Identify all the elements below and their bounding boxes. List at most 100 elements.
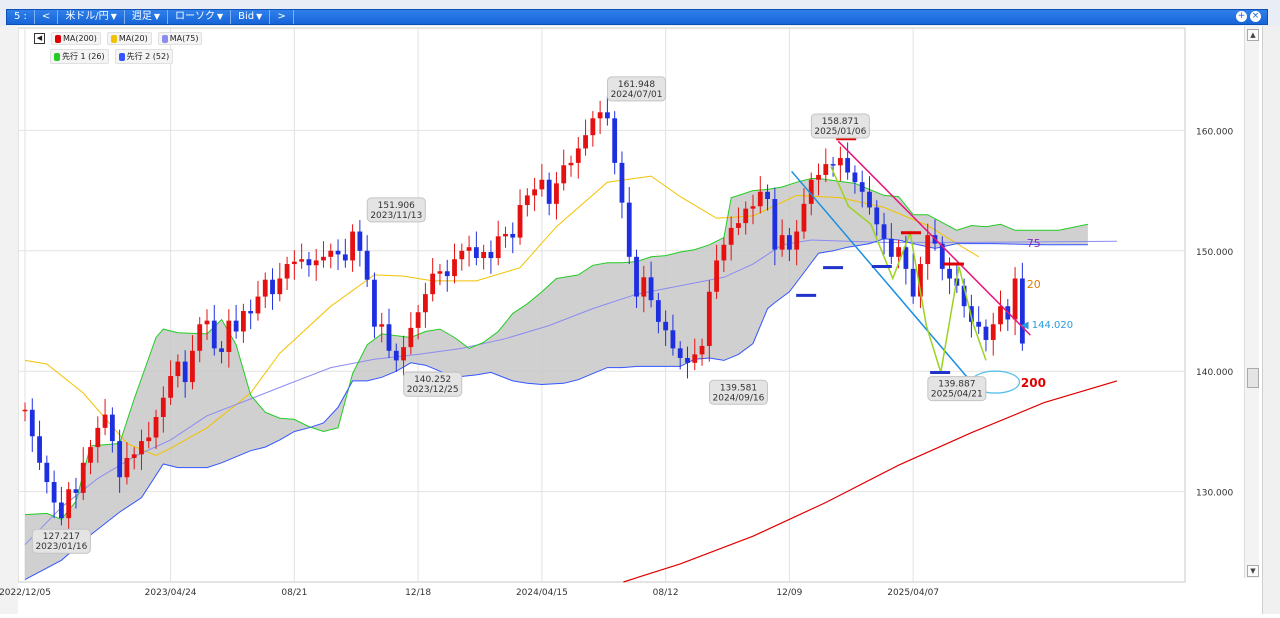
candle-body xyxy=(837,158,843,166)
candle-body xyxy=(998,306,1003,325)
panel-edge xyxy=(1262,26,1280,614)
symbol-dropdown[interactable]: 米ドル/円 ▼ xyxy=(58,10,125,24)
candle-body xyxy=(88,447,93,463)
scroll-thumb[interactable] xyxy=(1247,368,1259,388)
annotation-date: 2025/01/06 xyxy=(814,127,866,137)
candle-body xyxy=(313,260,319,266)
candle-body xyxy=(284,264,290,279)
candle-body xyxy=(423,294,428,313)
zigzag-line xyxy=(830,166,987,373)
legend-item-senko1[interactable]: 先行 1 (26) xyxy=(50,49,109,64)
annotation-date: 2025/04/21 xyxy=(931,390,983,400)
candle-body xyxy=(939,243,945,269)
candle-body xyxy=(524,195,530,206)
candle-body xyxy=(655,300,661,322)
chart-legend: ◀ MA(200) MA(20) MA(75) 先行 1 (26) 先行 2 (… xyxy=(34,32,203,68)
legend-item-ma200[interactable]: MA(200) xyxy=(51,32,101,45)
candle-body xyxy=(568,162,574,166)
candle-body xyxy=(743,208,749,224)
legend-item-ma20[interactable]: MA(20) xyxy=(106,32,152,45)
scroll-down-icon[interactable]: ▼ xyxy=(1247,565,1259,577)
price-type-dropdown[interactable]: Bid ▼ xyxy=(231,10,271,24)
ma20-label: 20 xyxy=(1027,278,1041,291)
candle-body xyxy=(830,164,836,166)
annotation-box xyxy=(607,76,667,102)
chart-type-label: ローソク xyxy=(175,11,215,22)
candle-body xyxy=(495,236,501,259)
annotation-box xyxy=(31,528,91,554)
candle-body xyxy=(37,436,42,463)
candle-body xyxy=(903,247,909,269)
candle-body xyxy=(794,231,800,250)
candle-body xyxy=(670,330,676,349)
annotation-box xyxy=(403,371,463,397)
candle-body xyxy=(663,321,669,331)
annotation-date: 2024/07/01 xyxy=(611,90,663,100)
candle-body xyxy=(175,361,181,377)
window-number[interactable]: 5 : xyxy=(7,10,35,24)
ichimoku-cloud xyxy=(25,178,1088,580)
candle-body xyxy=(605,112,610,119)
candle-body xyxy=(153,417,159,438)
annotation-box xyxy=(708,379,768,405)
annotation-value: 139.581 xyxy=(720,383,757,393)
candle-body xyxy=(408,327,414,348)
chevron-down-icon: ▼ xyxy=(153,12,160,21)
annotation-value: 140.252 xyxy=(414,375,451,385)
candle-body xyxy=(583,135,588,149)
candle-body xyxy=(772,199,778,250)
close-icon[interactable]: × xyxy=(1250,11,1261,22)
legend-label: 先行 1 (26) xyxy=(62,52,105,61)
candle-body xyxy=(80,462,86,493)
candle-body xyxy=(976,321,982,327)
candle-body xyxy=(51,482,57,503)
candle-body xyxy=(881,224,887,239)
candle-body xyxy=(852,172,858,183)
candle-body xyxy=(211,320,217,349)
candle-body xyxy=(299,259,305,262)
legend-label: MA(75) xyxy=(169,34,199,43)
candle-body xyxy=(510,233,516,238)
ma75-label: 75 xyxy=(1027,237,1041,250)
candle-body xyxy=(372,279,377,327)
scroll-up-icon[interactable]: ▲ xyxy=(1247,29,1259,41)
candle-body xyxy=(546,179,552,204)
chart-area[interactable]: 130.000 140.000 150.000 160.000 2022/12/05 20… xyxy=(0,26,1280,614)
annotation-date: 2024/09/16 xyxy=(713,393,765,403)
window-buttons: + × xyxy=(1236,11,1261,22)
x-tick-label: 12/18 xyxy=(405,588,431,598)
prev-button[interactable]: < xyxy=(35,10,59,24)
candle-body xyxy=(204,320,210,325)
vertical-scrollbar[interactable]: ▲ ▼ xyxy=(1244,26,1259,578)
candle-body xyxy=(102,414,108,428)
candle-body xyxy=(226,320,232,352)
candle-body xyxy=(241,311,246,332)
candle-body xyxy=(503,233,508,237)
candle-body xyxy=(473,247,479,259)
candle-body xyxy=(983,326,989,340)
move-icon[interactable]: + xyxy=(1236,11,1247,22)
candle-body xyxy=(139,441,144,455)
chart-type-dropdown[interactable]: ローソク ▼ xyxy=(168,10,232,24)
chart-toolbar: 5 : < 米ドル/円 ▼ 週足 ▼ ローソク ▼ Bid ▼ > + × xyxy=(0,0,1280,26)
legend-item-senko2[interactable]: 先行 2 (52) xyxy=(114,49,174,64)
legend-item-ma75[interactable]: MA(75) xyxy=(157,32,203,45)
legend-row-ma: ◀ MA(200) MA(20) MA(75) xyxy=(34,32,203,45)
candle-body xyxy=(306,259,312,266)
timeframe-dropdown[interactable]: 週足 ▼ xyxy=(125,10,168,24)
candle-body xyxy=(779,235,785,250)
candle-body xyxy=(816,174,821,180)
left-margin xyxy=(0,26,18,614)
candle-body xyxy=(66,489,72,519)
candle-body xyxy=(44,462,50,483)
candle-body xyxy=(357,231,363,251)
x-tick-label: 2024/04/15 xyxy=(516,588,568,598)
annotation-value: 151.906 xyxy=(378,201,415,211)
candle-body xyxy=(706,291,712,346)
x-tick-label: 2025/04/07 xyxy=(887,588,939,598)
next-button[interactable]: > xyxy=(270,10,294,24)
candle-body xyxy=(575,148,581,163)
collapse-icon[interactable]: ◀ xyxy=(34,33,45,44)
candle-body xyxy=(1012,278,1018,320)
candlestick-chart[interactable]: 130.000 140.000 150.000 160.000 2022/12/05 20… xyxy=(0,26,1280,614)
